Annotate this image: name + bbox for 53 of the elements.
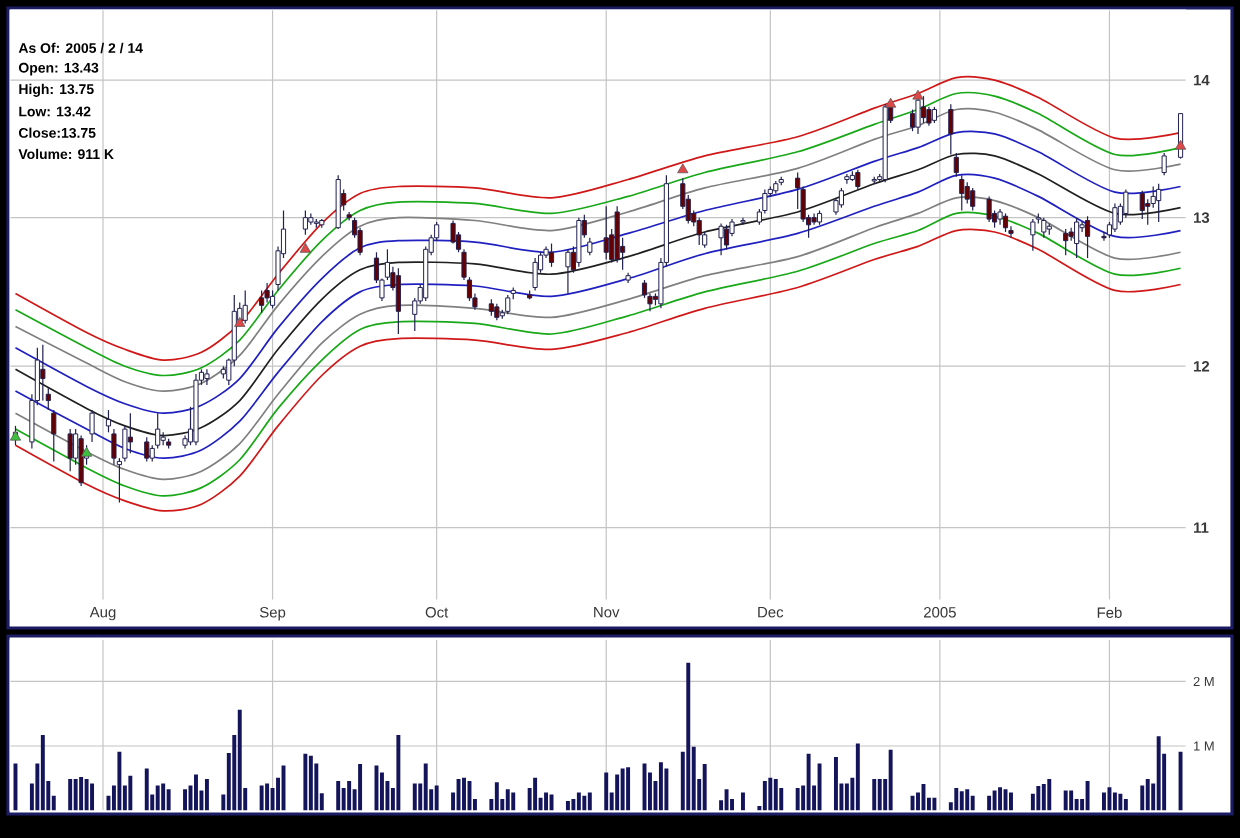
candlestick [395, 267, 401, 335]
candlestick [1074, 217, 1080, 259]
candlestick [1161, 152, 1167, 176]
point [677, 163, 689, 174]
candlestick [1041, 217, 1047, 239]
candlestick [920, 95, 927, 124]
candlestick [302, 209, 308, 236]
candlestick [204, 368, 210, 386]
candlestick [78, 434, 84, 487]
candlestick [548, 242, 555, 268]
candlestick [40, 344, 46, 402]
candlestick [614, 205, 620, 264]
candlestick [718, 222, 724, 256]
candlestick [1084, 215, 1091, 259]
candlestick [450, 219, 456, 245]
candlestick [576, 217, 582, 268]
candlestick [855, 169, 861, 190]
candlestick [144, 436, 150, 462]
candlestick [67, 428, 73, 472]
candlestick [242, 289, 248, 324]
candlestick [1112, 202, 1118, 233]
candlestick [1139, 190, 1145, 220]
candlestick [723, 224, 730, 250]
candlestick [844, 173, 850, 185]
candlestick [986, 195, 992, 223]
candlestick [953, 152, 959, 178]
candlestick [127, 412, 133, 454]
candlestick [909, 108, 916, 132]
candlestick [89, 409, 95, 443]
candlestick [532, 257, 538, 292]
candlestick [505, 294, 511, 315]
candlestick [603, 205, 609, 261]
point [1174, 139, 1187, 150]
candlestick [970, 187, 976, 212]
point [80, 446, 93, 457]
candlestick [51, 409, 57, 462]
candlestick [1063, 228, 1069, 256]
candlestick [1156, 183, 1162, 223]
candlestick [1030, 218, 1036, 252]
candlestick [959, 174, 965, 212]
candlestick [565, 248, 571, 295]
point [912, 89, 924, 100]
point [885, 97, 897, 108]
candlestick [105, 409, 112, 433]
candlestick [838, 187, 844, 209]
candlestick [948, 103, 954, 156]
candlestick [964, 181, 970, 205]
point [299, 242, 311, 253]
candlestick [259, 289, 265, 314]
point [234, 316, 246, 327]
candlestick [696, 217, 702, 246]
candlestick [1002, 212, 1009, 233]
candlestick [1123, 188, 1129, 219]
